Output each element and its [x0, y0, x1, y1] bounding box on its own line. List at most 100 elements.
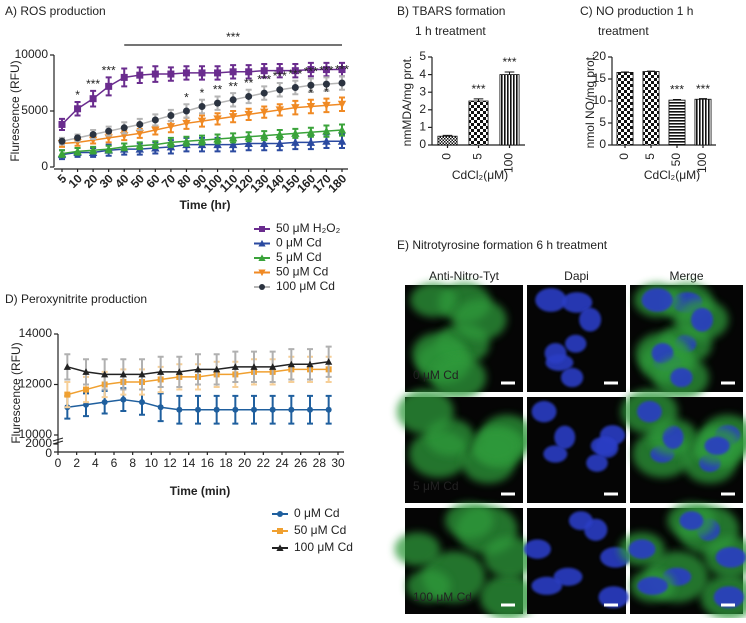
chart-title: A) ROS production	[5, 4, 106, 18]
marker	[214, 69, 221, 76]
marker	[292, 84, 299, 91]
y-tick-label: 0	[599, 137, 606, 151]
nucleus	[561, 368, 583, 387]
bar	[500, 75, 519, 145]
marker	[259, 226, 265, 232]
marker	[307, 407, 313, 413]
y-tick-label: 3	[419, 84, 426, 98]
y-axis-label: Flurescence (RFU)	[9, 342, 23, 443]
marker	[288, 407, 294, 413]
chart-title: C) NO production 1 h	[580, 4, 693, 18]
nucleus	[670, 368, 692, 387]
significance: ***	[86, 77, 100, 91]
significance: ***	[304, 65, 318, 79]
nucleus	[586, 454, 608, 472]
marker	[102, 399, 108, 405]
nucleus	[535, 288, 566, 312]
y-tick-label: 0	[41, 159, 48, 173]
marker	[326, 407, 332, 413]
x-tick-label: 16	[201, 456, 215, 470]
significance: ***	[226, 30, 240, 44]
significance: ***	[273, 69, 287, 83]
x-tick-label: 24	[275, 456, 289, 470]
chart-title: treatment	[598, 24, 649, 38]
chart-title: 1 h treatment	[415, 24, 486, 38]
marker	[230, 96, 237, 103]
column-header: Dapi	[564, 269, 589, 283]
significance: ***	[696, 82, 710, 96]
legend-label: 50 μM H₂O₂	[276, 221, 341, 235]
y-axis-label: nmMDA/mg prot.	[400, 56, 414, 147]
marker	[199, 69, 206, 76]
x-tick-label: 18	[219, 456, 233, 470]
marker	[121, 74, 128, 81]
row-label: 100 μM Cd	[413, 590, 472, 604]
significance: ***	[471, 82, 485, 96]
nucleus	[716, 547, 746, 568]
column-header: Merge	[669, 269, 703, 283]
x-tick-label: 6	[111, 456, 118, 470]
legend-label: 0 μM Cd	[276, 236, 322, 250]
green-stain	[472, 427, 521, 464]
x-axis-label: CdCl₂(μM)	[452, 168, 508, 182]
x-tick-label: 30	[331, 456, 345, 470]
nucleus	[579, 308, 601, 332]
x-axis-label: Time (min)	[170, 484, 230, 498]
significance: ***	[319, 64, 333, 78]
y-tick-label: 14000	[19, 326, 53, 340]
y-axis-label: nmol NO/mg prot.	[583, 54, 597, 149]
marker	[74, 105, 81, 112]
green-stain	[395, 532, 441, 566]
marker	[158, 404, 164, 410]
marker	[83, 387, 89, 393]
marker	[277, 511, 283, 517]
legend-label: 100 μM Cd	[276, 279, 335, 293]
y-tick-label: 5	[419, 49, 426, 63]
nucleus	[642, 288, 673, 312]
bar	[643, 72, 659, 145]
nucleus	[569, 511, 593, 530]
nucleus	[524, 539, 551, 559]
y-tick-label: 2	[419, 102, 426, 116]
x-tick-label: 5	[643, 153, 657, 160]
y-tick-label: 12000	[19, 377, 53, 391]
marker	[152, 71, 159, 78]
significance: ***	[502, 55, 516, 69]
marker	[105, 128, 112, 135]
marker	[214, 100, 221, 107]
nucleus	[628, 539, 655, 559]
nucleus	[532, 401, 557, 422]
x-tick-label: 8	[129, 456, 136, 470]
legend-label: 5 μM Cd	[276, 250, 322, 264]
marker	[59, 138, 66, 145]
x-tick-label: 50	[669, 153, 683, 167]
x-tick-label: 14	[182, 456, 196, 470]
significance: **	[213, 83, 223, 97]
marker	[232, 407, 238, 413]
marker	[261, 90, 268, 97]
legend-label: 100 μM Cd	[294, 540, 353, 554]
green-stain	[397, 389, 454, 434]
nucleus	[704, 437, 729, 455]
significance: *	[184, 90, 189, 104]
x-tick-label: 180	[325, 171, 349, 195]
bar	[469, 101, 488, 145]
x-tick-label: 5	[471, 153, 485, 160]
nucleus	[591, 437, 616, 455]
x-axis-label: CdCl₂(μM)	[644, 168, 700, 182]
marker	[183, 108, 190, 115]
marker	[183, 69, 190, 76]
y-tick-label: 4	[419, 67, 426, 81]
marker	[259, 284, 265, 290]
green-stain	[410, 283, 456, 317]
nucleus	[565, 335, 586, 353]
x-tick-label: 0	[55, 456, 62, 470]
marker	[64, 392, 70, 398]
significance: *	[200, 86, 205, 100]
marker	[90, 131, 97, 138]
y-tick-label: 10000	[15, 47, 49, 61]
nucleus	[545, 343, 567, 363]
marker	[121, 124, 128, 131]
y-tick-label: 1	[419, 120, 426, 134]
